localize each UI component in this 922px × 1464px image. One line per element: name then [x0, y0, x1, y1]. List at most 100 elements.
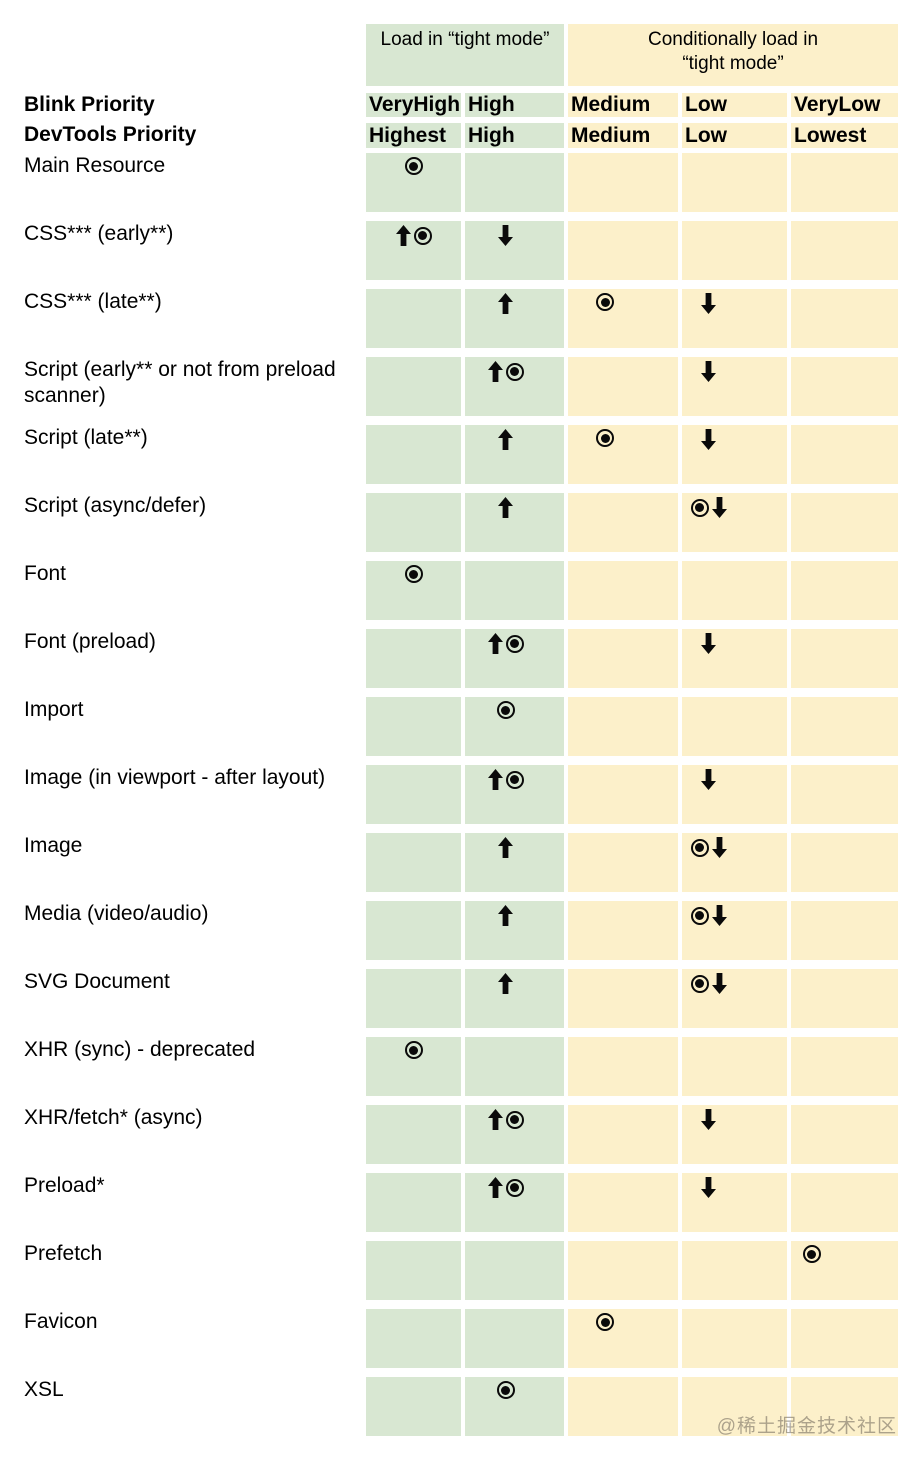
- current-priority-icon: [496, 701, 515, 719]
- priority-cell: [366, 1241, 461, 1300]
- priority-markers: [596, 425, 614, 447]
- priority-cell: [791, 765, 898, 824]
- current-priority-dot: [409, 1045, 418, 1055]
- resource-row-label: Font (preload): [24, 630, 156, 653]
- priority-cell: [366, 833, 461, 892]
- priority-cell: [791, 1037, 898, 1096]
- priority-cell: [682, 697, 787, 756]
- resource-row-label: SVG Document: [24, 970, 170, 993]
- priority-cell: [791, 697, 898, 756]
- priority-cell: [791, 1241, 898, 1300]
- blink-priority-axis-label: Blink Priority: [24, 93, 155, 116]
- priority-cell: [568, 1173, 678, 1232]
- priority-cell: [568, 289, 678, 348]
- priority-cell: [366, 1377, 461, 1436]
- priority-cell: [791, 1309, 898, 1368]
- resource-row: Import: [24, 697, 898, 756]
- priority-up-arrow-icon: [395, 225, 411, 246]
- priority-markers: [404, 1037, 423, 1059]
- current-priority-icon: [404, 157, 423, 175]
- group-header-conditional: Conditionally load in “tight mode”: [568, 24, 898, 86]
- current-priority-icon: [505, 1110, 524, 1129]
- priority-markers: [496, 697, 515, 719]
- priority-cell: [366, 1173, 461, 1232]
- resource-row: XHR/fetch* (async): [24, 1105, 898, 1164]
- resource-row: Script (late**): [24, 425, 898, 484]
- priority-markers: [395, 221, 432, 246]
- priority-cell: [682, 901, 787, 960]
- resource-row-label: Prefetch: [24, 1242, 103, 1265]
- priority-markers: [701, 1105, 716, 1130]
- priority-cell: [682, 357, 787, 416]
- priority-cell: [465, 1309, 564, 1368]
- priority-header-cell: VeryHigh: [366, 93, 461, 117]
- resource-row: Favicon: [24, 1309, 898, 1368]
- priority-up-arrow-icon: [487, 1109, 503, 1130]
- priority-markers: [701, 425, 716, 450]
- current-priority-dot: [600, 297, 610, 307]
- priority-header-cell: VeryLow: [791, 93, 898, 117]
- priority-markers: [487, 1105, 524, 1130]
- priority-header-cell: High: [465, 93, 564, 117]
- current-priority-dot: [510, 775, 519, 784]
- priority-cell: [791, 221, 898, 280]
- priority-cell: [682, 1173, 787, 1232]
- priority-cell: [568, 221, 678, 280]
- priority-up-arrow-icon: [498, 497, 513, 518]
- priority-down-arrow-icon: [711, 497, 727, 518]
- priority-cell: [465, 969, 564, 1028]
- current-priority-dot: [600, 1317, 610, 1327]
- resource-row-label: CSS*** (late**): [24, 290, 162, 313]
- priority-cell: [682, 629, 787, 688]
- resource-row-label: Media (video/audio): [24, 902, 209, 925]
- current-priority-dot: [695, 503, 704, 512]
- priority-header-cell: High: [465, 123, 564, 148]
- priority-markers: [690, 833, 727, 858]
- group-header-tight-mode: Load in “tight mode”: [366, 24, 564, 86]
- priority-markers: [701, 357, 716, 382]
- priority-cell: [366, 493, 461, 552]
- current-priority-icon: [505, 362, 524, 381]
- current-priority-dot: [600, 433, 610, 443]
- priority-cell: [568, 1037, 678, 1096]
- priority-up-arrow-icon: [498, 293, 513, 314]
- priority-up-arrow-icon: [498, 837, 513, 858]
- priority-cell: [366, 357, 461, 416]
- priority-markers: [498, 901, 513, 926]
- priority-cell: [568, 833, 678, 892]
- priority-up-arrow-icon: [487, 633, 503, 654]
- priority-markers: [487, 629, 524, 654]
- group-header-conditional-label: Conditionally load in “tight mode”: [647, 29, 819, 74]
- priority-cell: [465, 221, 564, 280]
- priority-cell: [682, 153, 787, 212]
- priority-down-arrow-icon: [701, 429, 716, 450]
- priority-markers: [596, 289, 614, 311]
- resource-row: Font (preload): [24, 629, 898, 688]
- priority-cell: [366, 153, 461, 212]
- priority-cell: [568, 493, 678, 552]
- priority-up-arrow-icon: [487, 1177, 503, 1198]
- priority-cell: [366, 1309, 461, 1368]
- resource-row: Media (video/audio): [24, 901, 898, 960]
- priority-cell: [366, 629, 461, 688]
- priority-header-cell: Low: [682, 123, 787, 148]
- priority-cell: [465, 561, 564, 620]
- priority-cell: [366, 969, 461, 1028]
- priority-cell: [568, 629, 678, 688]
- priority-markers: [498, 833, 513, 858]
- resource-row-label: Main Resource: [24, 154, 166, 177]
- resource-row-label: Font: [24, 562, 67, 585]
- priority-cell: [568, 153, 678, 212]
- resource-row: Image (in viewport - after layout): [24, 765, 898, 824]
- priority-markers: [701, 765, 716, 790]
- priority-cell: [791, 1173, 898, 1232]
- priority-header-cell: Highest: [366, 123, 461, 148]
- priority-cell: [791, 493, 898, 552]
- priority-cell: [366, 221, 461, 280]
- resource-row-label: Favicon: [24, 1310, 98, 1333]
- priority-cell: [366, 697, 461, 756]
- group-header-tight-mode-label: Load in “tight mode”: [380, 29, 550, 50]
- priority-cell: [682, 221, 787, 280]
- resource-row: Script (early** or not from preload scan…: [24, 357, 898, 416]
